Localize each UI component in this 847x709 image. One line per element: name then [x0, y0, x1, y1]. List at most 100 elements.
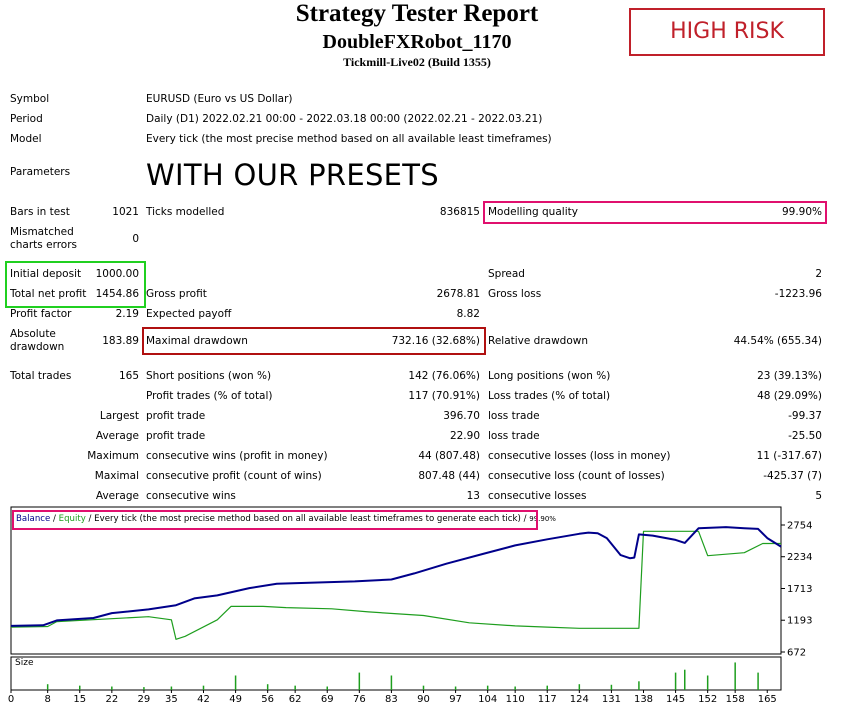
max-drawdown-value: 732.16 (32.68%) — [391, 335, 480, 347]
mismatch-label-2: charts errors — [10, 239, 77, 251]
net-profit-label: Total net profit — [10, 288, 87, 300]
average-loss-value: -25.50 — [788, 430, 822, 442]
largest-loss-label: loss trade — [488, 410, 540, 422]
profit-trades-label: Profit trades (% of total) — [146, 390, 273, 402]
rel-drawdown-label: Relative drawdown — [488, 335, 589, 347]
total-trades-label: Total trades — [10, 370, 72, 382]
symbol-label: Symbol — [10, 93, 50, 105]
series-equity-line — [10, 530, 781, 640]
x-tick-label: 124 — [570, 694, 589, 705]
deposit-profit-highlight — [5, 261, 146, 308]
model-label: Model — [10, 133, 42, 145]
max-consec-loss-label: consecutive loss (count of losses) — [488, 470, 665, 482]
x-tick-label: 62 — [289, 694, 302, 705]
average-label: Average — [95, 430, 139, 442]
balance-equity-chart: 2754 2234 1713 1193 672 0 8 15 22 29 35 42 49 56 62 69 7… — [8, 506, 812, 705]
largest-loss-value: -99.37 — [788, 410, 822, 422]
modelling-quality-label: Modelling quality — [488, 206, 578, 218]
x-tick-label: 90 — [417, 694, 430, 705]
avg-consec-losses-label: consecutive losses — [488, 490, 587, 502]
ticks-label: Ticks modelled — [146, 206, 225, 218]
chart-legend: Balance / Equity / Every tick (the most … — [16, 514, 556, 524]
short-positions-label: Short positions (won %) — [146, 370, 272, 382]
max-consec-profit-label: consecutive profit (count of wins) — [146, 470, 322, 482]
loss-trades-label: Loss trades (% of total) — [488, 390, 611, 402]
profit-trades-value: 117 (70.91%) — [408, 390, 480, 402]
gross-profit-label: Gross profit — [146, 288, 207, 300]
size-label: Size — [15, 658, 34, 668]
x-tick-label: 145 — [666, 694, 685, 705]
x-tick-label: 29 — [138, 694, 151, 705]
period-value: Daily (D1) 2022.02.21 00:00 - 2022.03.18… — [146, 113, 543, 125]
period-label: Period — [10, 113, 43, 125]
series-balance-line — [10, 526, 782, 627]
legend-method: / Every tick (the most precise method ba… — [85, 514, 530, 524]
max-consec-profit-value: 807.48 (44) — [418, 470, 480, 482]
gross-loss-label: Gross loss — [488, 288, 542, 300]
ticks-value: 836815 — [439, 206, 480, 218]
legend-equity: Equity — [58, 514, 86, 524]
x-tick-label: 138 — [634, 694, 653, 705]
x-tick-label: 152 — [698, 694, 717, 705]
x-tick-label: 110 — [506, 694, 525, 705]
max-consec-wins-label: consecutive wins (profit in money) — [146, 450, 328, 462]
bars-value: 1021 — [112, 206, 139, 218]
modelling-quality-highlight — [483, 201, 827, 224]
mismatch-value: 0 — [132, 233, 139, 245]
average-profit-value: 22.90 — [449, 430, 480, 442]
largest-label: Largest — [99, 410, 139, 422]
rel-drawdown-value: 44.54% (655.34) — [733, 335, 822, 347]
max-drawdown-label: Maximal drawdown — [146, 335, 248, 347]
chart-legend-highlight — [12, 510, 538, 530]
modelling-quality-value: 99.90% — [781, 206, 822, 218]
model-value: Every tick (the most precise method base… — [146, 133, 552, 145]
abs-drawdown-label-2: drawdown — [10, 341, 65, 353]
gross-profit-value: 2678.81 — [436, 288, 480, 300]
x-tick-label: 76 — [353, 694, 366, 705]
x-tick-label: 15 — [73, 694, 86, 705]
avg-consec-wins-value: 13 — [466, 490, 480, 502]
long-positions-label: Long positions (won %) — [488, 370, 611, 382]
y-tick-label: 2234 — [787, 552, 812, 563]
x-tick-label: 22 — [105, 694, 118, 705]
expected-payoff-value: 8.82 — [456, 308, 480, 320]
x-tick-label: 165 — [758, 694, 777, 705]
gross-loss-value: -1223.96 — [774, 288, 822, 300]
y-tick-label: 2754 — [787, 521, 812, 532]
legend-sep: / — [50, 514, 59, 524]
max-consec-wins-value: 44 (807.48) — [418, 450, 480, 462]
x-tick-label: 8 — [44, 694, 50, 705]
legend-balance: Balance — [16, 514, 51, 524]
expected-payoff-label: Expected payoff — [146, 308, 232, 320]
server-info: Tickmill-Live02 (Build 1355) — [343, 55, 491, 69]
x-tick-label: 49 — [229, 694, 242, 705]
average-profit-label: profit trade — [146, 430, 206, 442]
total-trades-value: 165 — [118, 370, 139, 382]
mismatch-label-1: Mismatched — [10, 226, 74, 238]
bars-label: Bars in test — [10, 206, 70, 218]
x-tick-label: 131 — [602, 694, 621, 705]
deposit-label: Initial deposit — [10, 268, 82, 280]
symbol-value: EURUSD (Euro vs US Dollar) — [146, 93, 293, 105]
net-profit-value: 1454.86 — [95, 288, 139, 300]
y-tick-label: 672 — [787, 648, 806, 659]
presets-banner: WITH OUR PRESETS — [146, 158, 440, 192]
x-tick-label: 35 — [165, 694, 178, 705]
avg-consec-losses-value: 5 — [815, 490, 822, 502]
loss-trades-value: 48 (29.09%) — [757, 390, 822, 402]
profit-factor-label: Profit factor — [10, 308, 72, 320]
legend-quality: 99.90% — [529, 515, 556, 523]
abs-drawdown-value: 183.89 — [102, 335, 139, 347]
report-title: Strategy Tester Report — [295, 0, 539, 27]
max-consec-loss-value: -425.37 (7) — [763, 470, 822, 482]
x-tick-label: 56 — [261, 694, 274, 705]
abs-drawdown-label-1: Absolute — [10, 328, 56, 340]
average-loss-label: loss trade — [488, 430, 540, 442]
largest-profit-value: 396.70 — [443, 410, 480, 422]
long-positions-value: 23 (39.13%) — [757, 370, 822, 382]
report-subtitle: DoubleFXRobot_1170 — [322, 31, 512, 53]
x-tick-label: 0 — [8, 694, 14, 705]
avg-consec-wins-label: consecutive wins — [146, 490, 236, 502]
parameters-label: Parameters — [10, 166, 71, 178]
profit-factor-value: 2.19 — [115, 308, 139, 320]
